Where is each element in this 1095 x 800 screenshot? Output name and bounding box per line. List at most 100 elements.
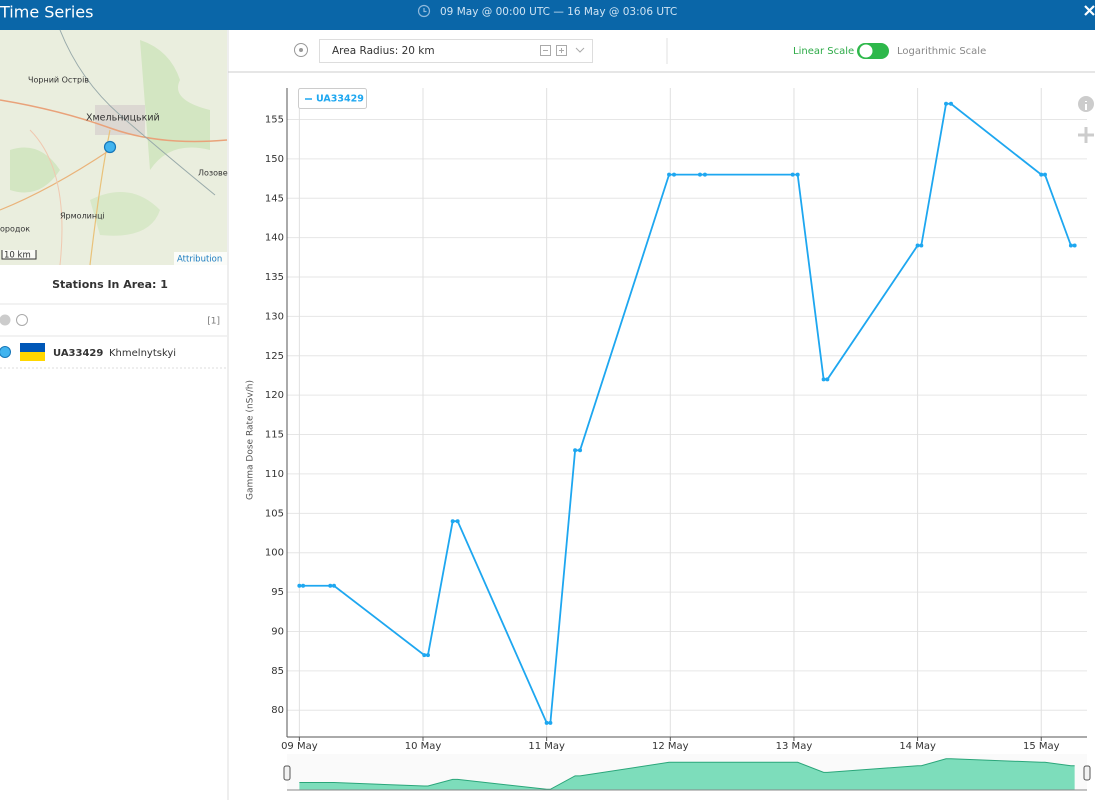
y-tick-label: 145	[265, 193, 284, 204]
station-id: UA33429	[53, 348, 103, 359]
y-tick-label: 140	[265, 233, 284, 244]
station-marker[interactable]	[103, 140, 117, 154]
data-point	[1039, 172, 1044, 177]
data-point	[1042, 172, 1047, 177]
y-tick-label: 80	[271, 705, 284, 716]
map-road	[0, 149, 111, 211]
x-tick-label: 15 May	[1023, 741, 1060, 752]
attribution-bg	[174, 252, 227, 265]
map-patch	[90, 192, 160, 236]
x-tick-label: 09 May	[281, 741, 318, 752]
data-point	[915, 243, 920, 248]
data-point	[301, 583, 306, 588]
data-point	[328, 583, 333, 588]
radius-minus[interactable]	[540, 45, 551, 56]
select-none[interactable]	[16, 314, 28, 326]
map-label: Ярмолинці	[60, 212, 105, 221]
map[interactable]: Чорний Острів Хмельницький Лозове Ярмоли…	[0, 29, 228, 266]
log-scale-label[interactable]: Logarithmic Scale	[897, 46, 986, 57]
y-tick-label: 95	[271, 587, 284, 598]
navigator-line	[299, 758, 1075, 790]
map-label: Чорний Острів	[28, 76, 89, 85]
station-count: [1]	[207, 317, 220, 327]
linear-scale-label[interactable]: Linear Scale	[793, 46, 854, 57]
header-bar	[0, 0, 1095, 30]
plus-glyph	[559, 48, 564, 53]
data-point	[573, 448, 578, 453]
data-point	[795, 172, 800, 177]
y-tick-label: 105	[265, 508, 284, 519]
legend: UA33429	[298, 88, 367, 109]
navigator-handle[interactable]	[283, 765, 291, 781]
y-tick-label: 85	[271, 666, 284, 677]
y-tick-label: 115	[265, 430, 284, 441]
x-tick-label: 12 May	[652, 741, 689, 752]
select-all[interactable]	[0, 314, 11, 326]
scale-label: 10 km	[4, 251, 31, 261]
x-tick-label: 14 May	[899, 741, 936, 752]
clock-icon	[417, 4, 431, 18]
clock-hands	[423, 8, 427, 13]
x-tick-label: 11 May	[528, 741, 565, 752]
data-point	[425, 653, 430, 658]
station-name: Khmelnytskyi	[109, 348, 176, 359]
stations-title: Stations In Area: 1	[52, 278, 168, 291]
map-label: Лозове	[198, 169, 228, 178]
map-rail	[59, 29, 216, 196]
y-tick-label: 120	[265, 390, 284, 401]
map-patch	[10, 147, 60, 193]
scale-bar	[1, 250, 37, 260]
y-tick-label: 135	[265, 272, 284, 283]
data-point	[825, 377, 830, 382]
data-point	[672, 172, 677, 177]
y-tick-label: 90	[271, 626, 284, 637]
plot: 80 85 90 95 100 105 110 115 120 125 130 135 140 145 15…	[265, 88, 1091, 791]
y-tick-label: 150	[265, 154, 284, 165]
data-point	[450, 519, 455, 524]
radius-box[interactable]	[319, 39, 593, 63]
data-point	[948, 101, 953, 106]
map-label: ородок	[0, 225, 30, 234]
station-row[interactable]: UA33429 Khmelnytskyi	[0, 343, 176, 361]
y-tick-label: 100	[265, 548, 284, 559]
data-point	[667, 172, 672, 177]
x-tick-label: 10 May	[405, 741, 442, 752]
add-icon[interactable]	[1078, 127, 1094, 143]
close-button[interactable]	[1084, 5, 1095, 16]
y-axis-label: Gamma Dose Rate (nSv/h)	[246, 380, 256, 500]
data-point	[548, 720, 553, 725]
y-tick-label: 155	[265, 115, 284, 126]
data-point	[331, 583, 336, 588]
radius-label: Area Radius: 20 km	[332, 45, 435, 57]
data-point	[790, 172, 795, 177]
data-point	[578, 448, 583, 453]
data-point	[697, 172, 702, 177]
flag-bottom	[20, 352, 45, 361]
data-point	[1068, 243, 1073, 248]
data-point	[919, 243, 924, 248]
locate-dot	[299, 48, 303, 52]
map-border	[29, 129, 63, 266]
navigator-handle[interactable]	[1083, 765, 1091, 781]
toggle-knob	[859, 44, 873, 58]
data-point	[1072, 243, 1077, 248]
locate-icon[interactable]	[294, 43, 308, 57]
legend-box	[298, 88, 367, 109]
data-point	[297, 583, 302, 588]
dropdown-chevron[interactable]	[575, 47, 585, 53]
data-point	[944, 101, 949, 106]
data-point	[821, 377, 826, 382]
map-patch	[140, 40, 210, 170]
header-title: Time Series	[0, 3, 93, 22]
map-label: Хмельницький	[86, 113, 160, 124]
radius-plus[interactable]	[556, 45, 567, 56]
station-dot	[0, 346, 11, 358]
y-tick-label: 125	[265, 351, 284, 362]
data-point	[422, 653, 427, 658]
y-tick-label: 110	[265, 469, 284, 480]
x-tick-label: 13 May	[776, 741, 813, 752]
date-range: 09 May @ 00:00 UTC — 16 May @ 03:06 UTC	[440, 6, 677, 18]
attribution-link[interactable]: Attribution	[177, 255, 222, 265]
y-tick-label: 130	[265, 311, 284, 322]
